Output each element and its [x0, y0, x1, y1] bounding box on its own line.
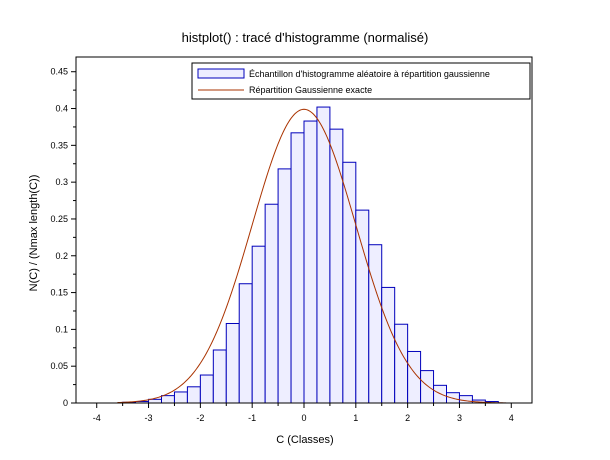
- histogram-bar: [148, 398, 163, 404]
- y-tick-label: 0.45: [50, 67, 68, 77]
- legend-label-curve: Répartition Gaussienne exacte: [249, 85, 372, 95]
- histogram-bar: [251, 245, 266, 404]
- chart-title: histplot() : tracé d'histogramme (normal…: [182, 30, 429, 45]
- histogram-bar: [368, 244, 383, 404]
- y-tick-label: 0.2: [55, 251, 68, 261]
- x-tick-label: 3: [457, 413, 462, 423]
- x-tick-label: 2: [405, 413, 410, 423]
- histogram-bar: [381, 286, 396, 404]
- histogram-bar: [342, 161, 357, 404]
- x-axis-label: C (Classes): [276, 434, 333, 446]
- y-tick-label: 0.15: [50, 288, 68, 298]
- histogram-bar: [394, 323, 409, 404]
- histogram-bars: [122, 106, 499, 404]
- x-tick-label: -2: [196, 413, 204, 423]
- x-tick-label: -1: [248, 413, 256, 423]
- histogram-bar: [264, 203, 279, 404]
- histogram-bar: [238, 283, 253, 404]
- histogram-bar: [161, 395, 175, 404]
- histogram-bar: [225, 322, 240, 404]
- y-tick-label: 0.4: [55, 104, 68, 114]
- legend-swatch-histogram: [197, 68, 245, 79]
- x-tick-label: -3: [145, 413, 153, 423]
- histogram-bar: [186, 386, 201, 404]
- x-tick-label: 0: [301, 413, 306, 423]
- x-tick-label: 1: [353, 413, 358, 423]
- y-tick-label: 0.25: [50, 214, 68, 224]
- x-axis-ticks: -4 -3 -2 -1 0 1 2 3 4: [93, 403, 514, 423]
- histogram-bar: [355, 209, 370, 404]
- y-axis-label: N(C) / (Nmax length(C)): [28, 175, 40, 292]
- histogram-bar: [303, 120, 318, 404]
- y-tick-label: 0.05: [50, 361, 68, 371]
- y-tick-label: 0.35: [50, 140, 68, 150]
- legend: Échantillon d'histogramme aléatoire à ré…: [191, 62, 531, 100]
- histogram-bar: [277, 168, 292, 404]
- x-tick-label: 4: [509, 413, 514, 423]
- x-tick-label: -4: [93, 413, 101, 423]
- y-tick-label: 0.3: [55, 177, 68, 187]
- histogram-bar: [329, 128, 344, 404]
- histogram-bar: [420, 370, 435, 404]
- histogram-bar: [212, 349, 227, 404]
- gaussian-curve: [117, 108, 507, 404]
- y-tick-label: 0.1: [55, 324, 68, 334]
- legend-label-histogram: Échantillon d'histogramme aléatoire à ré…: [249, 69, 490, 79]
- y-tick-label: 0: [63, 398, 68, 408]
- histogram-bar: [173, 391, 188, 404]
- histogram-bar: [199, 374, 214, 404]
- legend-box: [191, 62, 531, 100]
- histogram-bar: [316, 106, 331, 404]
- histogram-bar: [290, 132, 305, 404]
- histogram-bar: [458, 395, 473, 404]
- y-axis-ticks: 0 0.05 0.1 0.15 0.2 0.25 0.3 0.35 0.4 0.45: [50, 67, 76, 408]
